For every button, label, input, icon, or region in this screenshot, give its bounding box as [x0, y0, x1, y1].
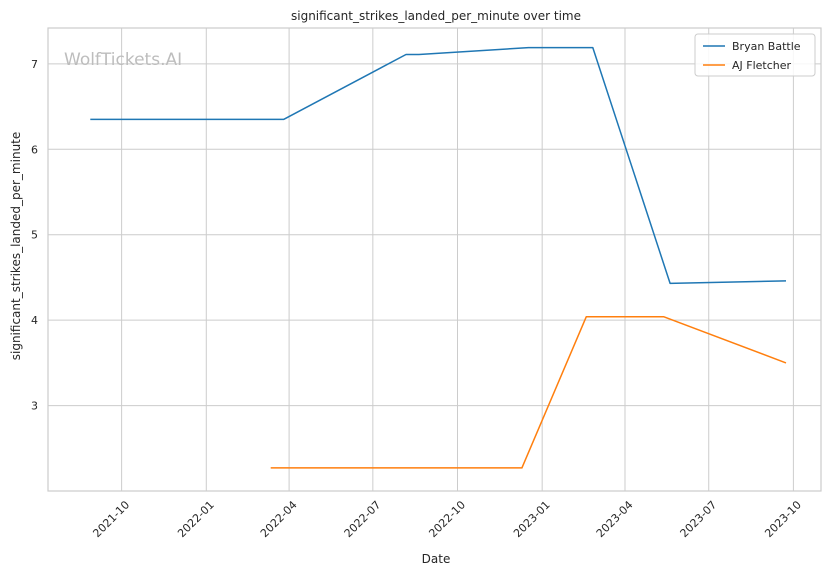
legend: Bryan Battle AJ Fletcher	[694, 33, 816, 77]
legend-label-bryan-battle: Bryan Battle	[732, 40, 801, 53]
plot-frame	[47, 27, 822, 492]
y-axis-label: significant_strikes_landed_per_minute	[9, 132, 23, 361]
x-tick-label: 2022-07	[342, 498, 384, 540]
x-tick-label: 2022-10	[426, 498, 468, 540]
x-tick-label: 2022-01	[175, 498, 217, 540]
axes-frame	[47, 27, 822, 492]
watermark: WolfTickets.AI	[64, 50, 182, 70]
legend-label-aj-fletcher: AJ Fletcher	[732, 59, 792, 72]
x-tick-labels: 2021-10 2022-01 2022-04 2022-07 2022-10 2023-…	[90, 498, 803, 540]
series-lines	[90, 46, 787, 469]
y-tick-label: 3	[31, 400, 38, 413]
series-line-aj-fletcher	[270, 315, 787, 469]
y-tick-label: 4	[31, 314, 38, 327]
chart-title: significant_strikes_landed_per_minute ov…	[291, 9, 581, 23]
x-tick-label: 2023-10	[762, 498, 804, 540]
x-axis-label: Date	[422, 552, 451, 566]
x-tick-label: 2023-07	[678, 498, 720, 540]
y-tick-label: 5	[31, 229, 38, 242]
x-tick-label: 2023-01	[511, 498, 553, 540]
x-tick-label: 2021-10	[90, 498, 132, 540]
x-tick-label: 2023-04	[594, 498, 636, 540]
y-tick-label: 7	[31, 58, 38, 71]
grid	[48, 28, 821, 491]
y-tick-labels: 3 4 5 6 7	[31, 58, 38, 413]
series-line-bryan-battle	[90, 46, 787, 285]
x-tick-label: 2022-04	[258, 498, 300, 540]
y-tick-label: 6	[31, 143, 38, 156]
